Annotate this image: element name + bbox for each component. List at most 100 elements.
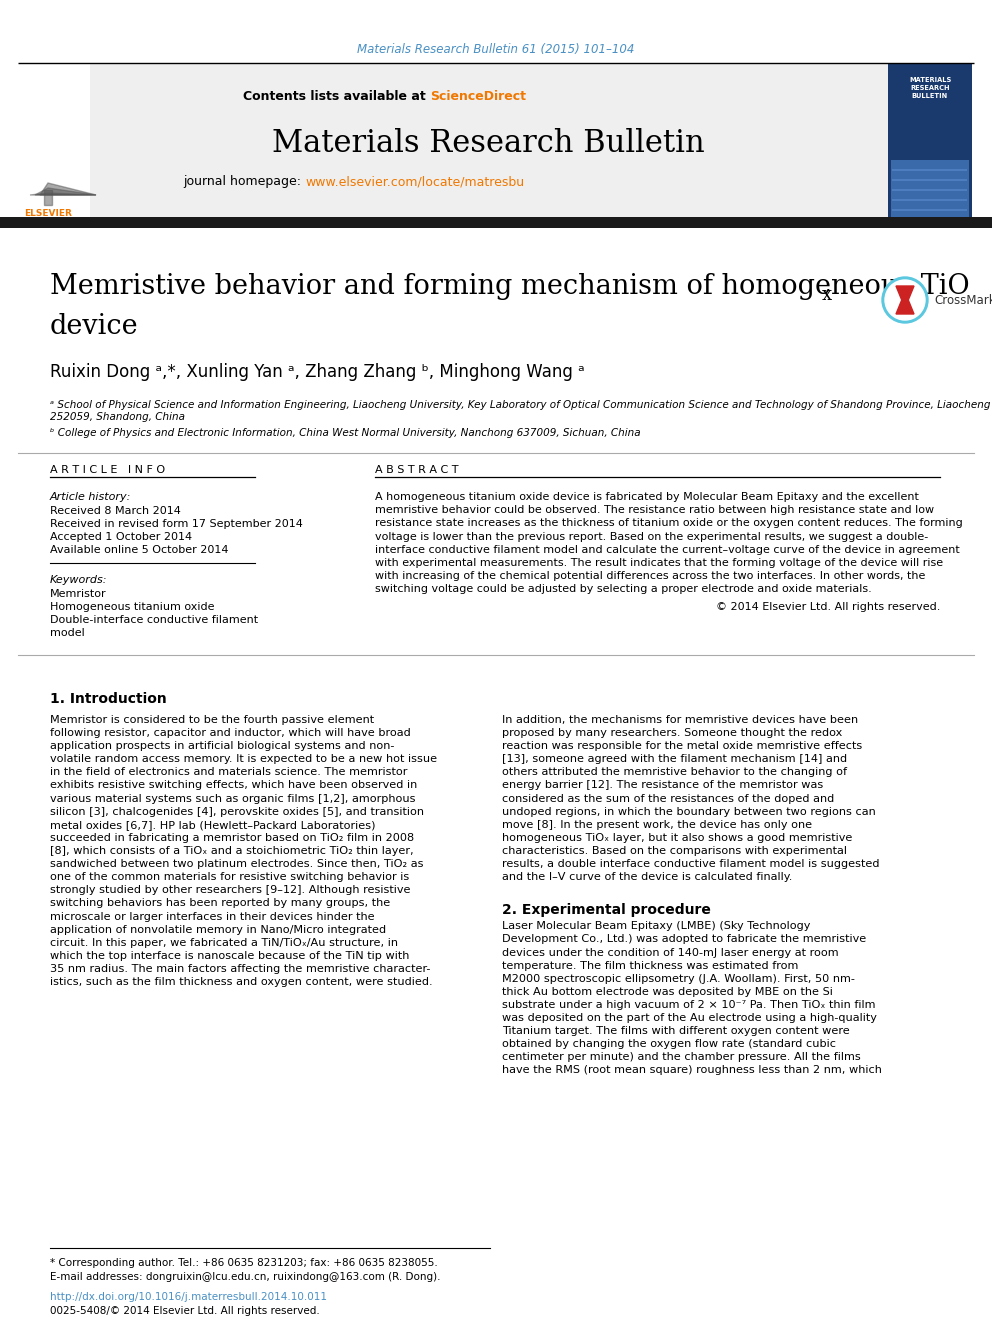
Text: switching behaviors has been reported by many groups, the: switching behaviors has been reported by… [50, 898, 390, 909]
Bar [888, 64, 972, 220]
Text: [13], someone agreed with the filament mechanism [14] and: [13], someone agreed with the filament m… [502, 754, 847, 765]
Text: journal homepage:: journal homepage: [183, 176, 305, 188]
Circle shape [882, 277, 928, 323]
Text: ScienceDirect: ScienceDirect [430, 90, 526, 103]
Text: In addition, the mechanisms for memristive devices have been: In addition, the mechanisms for memristi… [502, 714, 858, 725]
Text: Materials Research Bulletin 61 (2015) 101–104: Materials Research Bulletin 61 (2015) 10… [357, 44, 635, 57]
Text: was deposited on the part of the Au electrode using a high-quality: was deposited on the part of the Au elec… [502, 1013, 877, 1023]
Text: Development Co., Ltd.) was adopted to fabricate the memristive: Development Co., Ltd.) was adopted to fa… [502, 934, 866, 945]
Text: volatile random access memory. It is expected to be a new hot issue: volatile random access memory. It is exp… [50, 754, 437, 765]
Text: exhibits resistive switching effects, which have been observed in: exhibits resistive switching effects, wh… [50, 781, 418, 791]
Circle shape [885, 280, 925, 320]
Text: E-mail addresses: dongruixin@lcu.edu.cn, ruixindong@163.com (R. Dong).: E-mail addresses: dongruixin@lcu.edu.cn,… [50, 1271, 440, 1282]
Text: A R T I C L E   I N F O: A R T I C L E I N F O [50, 464, 165, 475]
Text: [8], which consists of a TiOₓ and a stoichiometric TiO₂ thin layer,: [8], which consists of a TiOₓ and a stoi… [50, 845, 414, 856]
Text: one of the common materials for resistive switching behavior is: one of the common materials for resistiv… [50, 872, 410, 882]
Text: considered as the sum of the resistances of the doped and: considered as the sum of the resistances… [502, 794, 834, 803]
Text: Ruixin Dong ᵃ,*, Xunling Yan ᵃ, Zhang Zhang ᵇ, Minghong Wang ᵃ: Ruixin Dong ᵃ,*, Xunling Yan ᵃ, Zhang Zh… [50, 363, 584, 381]
Text: 0025-5408/© 2014 Elsevier Ltd. All rights reserved.: 0025-5408/© 2014 Elsevier Ltd. All right… [50, 1306, 319, 1316]
Text: obtained by changing the oxygen flow rate (standard cubic: obtained by changing the oxygen flow rat… [502, 1039, 836, 1049]
Text: Memristive behavior and forming mechanism of homogeneous TiO: Memristive behavior and forming mechanis… [50, 274, 969, 300]
Text: Accepted 1 October 2014: Accepted 1 October 2014 [50, 532, 192, 542]
Text: temperature. The film thickness was estimated from: temperature. The film thickness was esti… [502, 960, 799, 971]
Text: 1. Introduction: 1. Introduction [50, 692, 167, 706]
Text: * Corresponding author. Tel.: +86 0635 8231203; fax: +86 0635 8238055.: * Corresponding author. Tel.: +86 0635 8… [50, 1258, 437, 1267]
Text: Laser Molecular Beam Epitaxy (LMBE) (Sky Technology: Laser Molecular Beam Epitaxy (LMBE) (Sky… [502, 921, 810, 931]
Text: application prospects in artificial biological systems and non-: application prospects in artificial biol… [50, 741, 395, 751]
Text: Materials Research Bulletin: Materials Research Bulletin [272, 127, 704, 159]
Bar [0, 217, 992, 228]
Text: interface conductive filament model and calculate the current–voltage curve of t: interface conductive filament model and … [375, 545, 959, 554]
Text: silicon [3], chalcogenides [4], perovskite oxides [5], and transition: silicon [3], chalcogenides [4], perovski… [50, 807, 424, 816]
Text: www.elsevier.com/locate/matresbu: www.elsevier.com/locate/matresbu [305, 176, 524, 188]
Text: application of nonvolatile memory in Nano/Micro integrated: application of nonvolatile memory in Nan… [50, 925, 386, 934]
Text: A B S T R A C T: A B S T R A C T [375, 464, 458, 475]
Text: device: device [50, 312, 139, 340]
Text: microscale or larger interfaces in their devices hinder the: microscale or larger interfaces in their… [50, 912, 375, 922]
Text: with increasing of the chemical potential differences across the two interfaces.: with increasing of the chemical potentia… [375, 572, 926, 581]
Bar [891, 160, 969, 220]
Text: Memristor: Memristor [50, 589, 106, 599]
Text: model: model [50, 628, 84, 638]
Text: with experimental measurements. The result indicates that the forming voltage of: with experimental measurements. The resu… [375, 558, 943, 568]
Text: have the RMS (root mean square) roughness less than 2 nm, which: have the RMS (root mean square) roughnes… [502, 1065, 882, 1076]
Text: energy barrier [12]. The resistance of the memristor was: energy barrier [12]. The resistance of t… [502, 781, 823, 791]
Polygon shape [35, 188, 96, 194]
Text: MATERIALS
RESEARCH
BULLETIN: MATERIALS RESEARCH BULLETIN [909, 78, 951, 98]
Text: switching voltage could be adjusted by selecting a proper electrode and oxide ma: switching voltage could be adjusted by s… [375, 585, 872, 594]
Text: sandwiched between two platinum electrodes. Since then, TiO₂ as: sandwiched between two platinum electrod… [50, 859, 424, 869]
Text: Received in revised form 17 September 2014: Received in revised form 17 September 20… [50, 519, 303, 529]
Text: M2000 spectroscopic ellipsometry (J.A. Woollam). First, 50 nm-: M2000 spectroscopic ellipsometry (J.A. W… [502, 974, 855, 984]
Text: substrate under a high vacuum of 2 × 10⁻⁷ Pa. Then TiOₓ thin film: substrate under a high vacuum of 2 × 10⁻… [502, 1000, 876, 1009]
Text: ᵇ College of Physics and Electronic Information, China West Normal University, N: ᵇ College of Physics and Electronic Info… [50, 429, 641, 438]
Text: ᵃ School of Physical Science and Information Engineering, Liaocheng University, : ᵃ School of Physical Science and Informa… [50, 400, 990, 422]
Text: devices under the condition of 140-mJ laser energy at room: devices under the condition of 140-mJ la… [502, 947, 838, 958]
Text: Article history:: Article history: [50, 492, 131, 501]
Text: centimeter per minute) and the chamber pressure. All the films: centimeter per minute) and the chamber p… [502, 1052, 861, 1062]
Text: Homogeneous titanium oxide: Homogeneous titanium oxide [50, 602, 214, 613]
Polygon shape [896, 286, 914, 308]
Text: voltage is lower than the previous report. Based on the experimental results, we: voltage is lower than the previous repor… [375, 532, 929, 541]
Text: metal oxides [6,7]. HP lab (Hewlett–Packard Laboratories): metal oxides [6,7]. HP lab (Hewlett–Pack… [50, 820, 376, 830]
Text: Received 8 March 2014: Received 8 March 2014 [50, 505, 181, 516]
Text: and the I–V curve of the device is calculated finally.: and the I–V curve of the device is calcu… [502, 872, 793, 882]
Polygon shape [40, 183, 96, 194]
Text: characteristics. Based on the comparisons with experimental: characteristics. Based on the comparison… [502, 845, 847, 856]
Text: x: x [822, 286, 832, 304]
Text: memristive behavior could be observed. The resistance ratio between high resista: memristive behavior could be observed. T… [375, 505, 934, 515]
Text: homogeneous TiOₓ layer, but it also shows a good memristive: homogeneous TiOₓ layer, but it also show… [502, 833, 852, 843]
Text: move [8]. In the present work, the device has only one: move [8]. In the present work, the devic… [502, 820, 812, 830]
Text: results, a double interface conductive filament model is suggested: results, a double interface conductive f… [502, 859, 880, 869]
Text: Memristor is considered to be the fourth passive element: Memristor is considered to be the fourth… [50, 714, 374, 725]
Text: CrossMark: CrossMark [934, 294, 992, 307]
Text: reaction was responsible for the metal oxide memristive effects: reaction was responsible for the metal o… [502, 741, 862, 751]
Text: Titanium target. The films with different oxygen content were: Titanium target. The films with differen… [502, 1027, 850, 1036]
Text: Double-interface conductive filament: Double-interface conductive filament [50, 615, 258, 624]
Polygon shape [896, 292, 914, 314]
Polygon shape [30, 193, 96, 194]
Text: 2. Experimental procedure: 2. Experimental procedure [502, 904, 711, 917]
Text: istics, such as the film thickness and oxygen content, were studied.: istics, such as the film thickness and o… [50, 976, 433, 987]
Text: ELSEVIER: ELSEVIER [24, 209, 72, 218]
Text: following resistor, capacitor and inductor, which will have broad: following resistor, capacitor and induct… [50, 728, 411, 738]
Text: http://dx.doi.org/10.1016/j.materresbull.2014.10.011: http://dx.doi.org/10.1016/j.materresbull… [50, 1293, 327, 1302]
Text: proposed by many researchers. Someone thought the redox: proposed by many researchers. Someone th… [502, 728, 842, 738]
Text: © 2014 Elsevier Ltd. All rights reserved.: © 2014 Elsevier Ltd. All rights reserved… [715, 602, 940, 611]
Text: A homogeneous titanium oxide device is fabricated by Molecular Beam Epitaxy and : A homogeneous titanium oxide device is f… [375, 492, 919, 501]
Text: Contents lists available at: Contents lists available at [243, 90, 430, 103]
Text: 35 nm radius. The main factors affecting the memristive character-: 35 nm radius. The main factors affecting… [50, 964, 431, 974]
Bar [44, 191, 52, 205]
Text: which the top interface is nanoscale because of the TiN tip with: which the top interface is nanoscale bec… [50, 951, 410, 960]
Text: Available online 5 October 2014: Available online 5 October 2014 [50, 545, 228, 556]
Bar [18, 64, 888, 220]
Text: others attributed the memristive behavior to the changing of: others attributed the memristive behavio… [502, 767, 847, 778]
Text: Keywords:: Keywords: [50, 576, 107, 585]
Text: undoped regions, in which the boundary between two regions can: undoped regions, in which the boundary b… [502, 807, 876, 816]
Text: resistance state increases as the thickness of titanium oxide or the oxygen cont: resistance state increases as the thickn… [375, 519, 963, 528]
Text: circuit. In this paper, we fabricated a TiN/TiOₓ/Au structure, in: circuit. In this paper, we fabricated a … [50, 938, 398, 947]
Text: succeeded in fabricating a memristor based on TiO₂ film in 2008: succeeded in fabricating a memristor bas… [50, 833, 414, 843]
Text: in the field of electronics and materials science. The memristor: in the field of electronics and material… [50, 767, 408, 778]
Bar [18, 64, 90, 220]
Text: strongly studied by other researchers [9–12]. Although resistive: strongly studied by other researchers [9… [50, 885, 411, 896]
Text: various material systems such as organic films [1,2], amorphous: various material systems such as organic… [50, 794, 416, 803]
